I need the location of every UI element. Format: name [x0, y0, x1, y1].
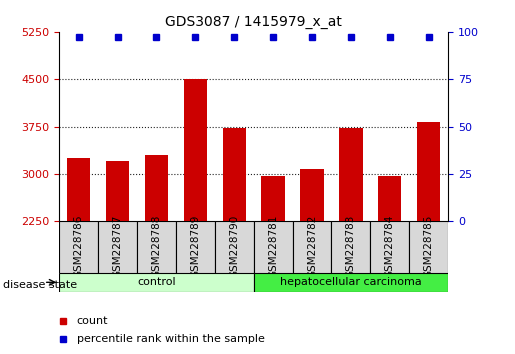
- Bar: [145, 155, 168, 221]
- Bar: [176, 221, 215, 273]
- Text: disease state: disease state: [3, 280, 77, 290]
- Bar: [378, 176, 401, 221]
- Text: count: count: [77, 316, 108, 326]
- Text: GSM228784: GSM228784: [385, 214, 394, 278]
- Text: GSM228785: GSM228785: [424, 214, 434, 278]
- Bar: [253, 273, 448, 292]
- Bar: [417, 122, 440, 221]
- Text: percentile rank within the sample: percentile rank within the sample: [77, 335, 265, 344]
- Text: GSM228781: GSM228781: [268, 214, 278, 278]
- Bar: [339, 128, 363, 221]
- Bar: [262, 176, 285, 221]
- Bar: [67, 158, 90, 221]
- Text: GSM228788: GSM228788: [151, 214, 161, 278]
- Text: GSM228790: GSM228790: [229, 214, 239, 278]
- Bar: [184, 79, 207, 221]
- Bar: [137, 221, 176, 273]
- Bar: [98, 221, 137, 273]
- Text: GSM228789: GSM228789: [191, 214, 200, 278]
- Bar: [106, 161, 129, 221]
- Bar: [222, 128, 246, 221]
- Bar: [215, 221, 253, 273]
- Bar: [409, 221, 448, 273]
- Bar: [59, 273, 253, 292]
- Text: GSM228782: GSM228782: [307, 214, 317, 278]
- Bar: [300, 169, 323, 221]
- Text: GSM228786: GSM228786: [74, 214, 83, 278]
- Bar: [332, 221, 370, 273]
- Bar: [370, 221, 409, 273]
- Bar: [59, 221, 98, 273]
- Text: GSM228783: GSM228783: [346, 214, 356, 278]
- Bar: [253, 221, 293, 273]
- Text: control: control: [137, 277, 176, 287]
- Title: GDS3087 / 1415979_x_at: GDS3087 / 1415979_x_at: [165, 16, 342, 29]
- Bar: [293, 221, 332, 273]
- Text: hepatocellular carcinoma: hepatocellular carcinoma: [280, 277, 422, 287]
- Text: GSM228787: GSM228787: [113, 214, 123, 278]
